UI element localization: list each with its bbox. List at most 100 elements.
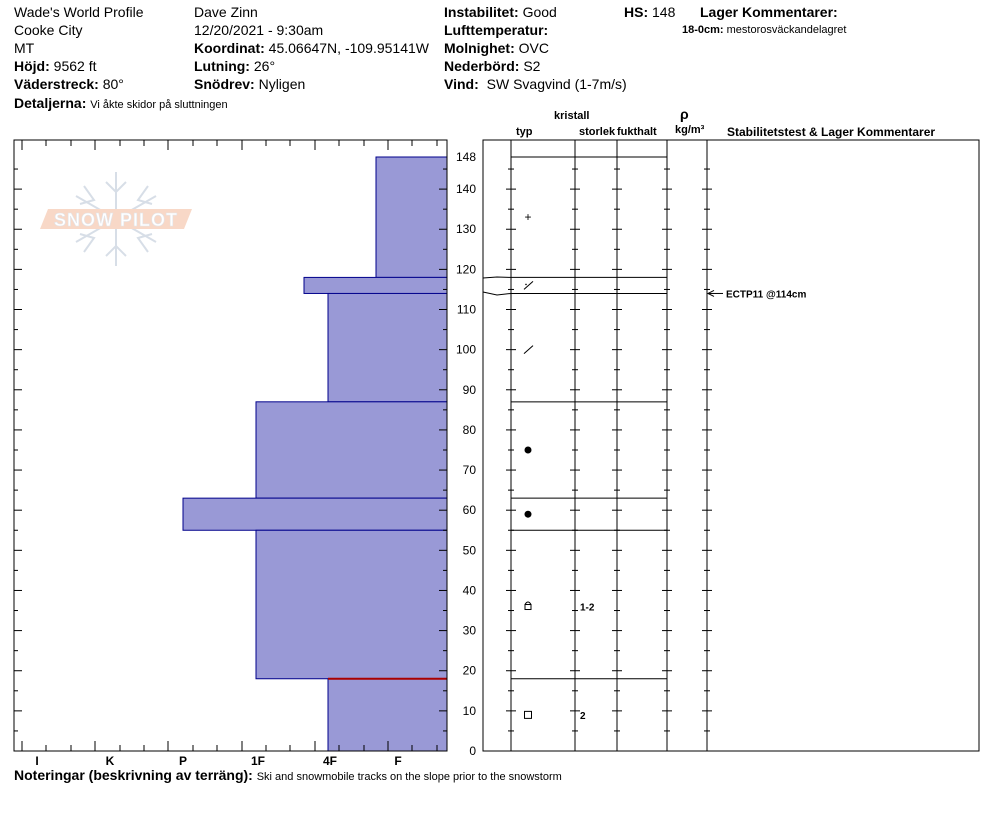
facet-box [524,604,532,611]
crystal-size-label: 2 [580,711,586,722]
airtemp-field: Lufttemperatur: [444,22,548,38]
precip-label: Nederbörd: [444,58,520,74]
depth-tick-label: 110 [457,303,476,317]
aspect-field: Väderstreck: 80° [14,76,124,92]
depth-tick-label: 120 [456,262,476,276]
depth-tick-label: 148 [456,150,476,164]
faceted-rounded-icon [524,601,532,611]
decomposing-fragments-icon [523,345,534,355]
precip-field: Nederbörd: S2 [444,58,540,74]
hs-field: HS: 148 [624,4,675,20]
details-field: Detaljerna: Vi åkte skidor på sluttninge… [14,95,228,112]
layer-connector [482,276,512,279]
drift-value: Nyligen [258,76,306,92]
wind-label: Vind: [444,76,479,92]
depth-tick-label: 70 [463,463,477,477]
chart-frame [13,139,448,752]
layer-bar [255,401,448,499]
stability-test-label: ECTP11 @114cm [726,289,806,300]
snowpilot-logo: SNOW PILOT [40,172,192,266]
rounded-grains-icon [524,510,532,518]
hardness-tick-label: F [394,754,401,768]
height-label: Höjd: [14,58,50,74]
details-label: Detaljerna: [14,95,87,111]
layer-table-frame [482,139,980,752]
depth-tick-label: 130 [456,222,476,236]
col-crystal: kristall [554,110,590,122]
coord-value: 45.06647N, -109.95141W [268,40,429,56]
col-size: storlek [579,126,616,138]
precip-value: S2 [523,58,541,74]
wind-field: Vind: SW Svagvind (1-7m/s) [444,76,627,92]
layer-bar [327,292,448,403]
depth-tick-label: 140 [456,182,476,196]
aspect-value: 80° [102,76,124,92]
details-value: Vi åkte skidor på sluttningen [90,99,228,111]
aspect-label: Väderstreck: [14,76,99,92]
cloud-value: OVC [518,40,549,56]
logo-banner [40,209,192,229]
slope-field: Lutning: 26° [194,58,275,74]
depth-tick-label: 60 [463,503,477,517]
profile-name: Wade's World Profile [14,4,144,20]
notes-text: Ski and snowmobile tracks on the slope p… [256,771,562,783]
col-moisture: fukthalt [617,126,657,138]
fragment-stroke [523,281,534,290]
hardness-tick-label: P [179,754,187,768]
layer-bar [255,529,448,680]
location: Cooke City [14,22,83,38]
cloud-field: Molnighet: OVC [444,40,549,56]
depth-tick-label: 80 [463,423,477,437]
layer-bar [375,156,448,278]
layer-bar [182,497,448,531]
notes-label: Noteringar (beskrivning av terräng): [14,767,253,783]
datetime: 12/20/2021 - 9:30am [194,22,324,38]
layer-bar [303,276,448,294]
col-rho: ρ [680,106,689,122]
drift-field: Snödrev: Nyligen [194,76,305,92]
crystal-size-label: 1-2 [580,603,595,614]
hardness-tick-label: K [106,754,115,768]
stability-field: Instabilitet: Good [444,4,557,20]
layer-comment-text: mestorosväckandelagret [726,24,847,36]
layer-connector [482,291,512,296]
layer-bar [327,678,448,752]
depth-tick-label: 20 [463,664,477,678]
layer-comment-range: 18-0cm: [682,24,724,36]
precipitation-particles-icon: + [524,210,531,224]
rounded-grains-icon [524,446,532,454]
stability-label: Instabilitet: [444,4,519,20]
layer-comment: 18-0cm: mestorosväckandelagret [682,24,846,37]
depth-tick-label: 50 [463,543,477,557]
depth-tick-label: 100 [456,343,476,357]
state: MT [14,40,35,56]
hardness-tick-label: 1F [251,754,265,768]
col-type: typ [516,126,533,138]
decomposing-fragments-icon [523,281,534,290]
hardness-tick-label: 4F [323,754,337,768]
wind-value: SW Svagvind (1-7m/s) [486,76,627,92]
depth-tick-label: 0 [469,744,476,758]
faceted-crystals-icon [524,710,532,719]
height-value: 9562 ft [53,58,97,74]
notes: Noteringar (beskrivning av terräng): Ski… [14,767,562,784]
depth-tick-label: 90 [463,383,477,397]
depth-tick-label: 30 [463,624,477,638]
col-density-unit: kg/m³ [675,124,705,136]
observer: Dave Zinn [194,4,258,20]
facet-arc [524,601,532,605]
hardness-tick-label: I [35,754,38,768]
fragment-dot [525,283,527,286]
coord-label: Koordinat: [194,40,265,56]
height-field: Höjd: 9562 ft [14,58,96,74]
hs-label: HS: [624,4,649,20]
slope-value: 26° [253,58,276,74]
logo-text: SNOW PILOT [54,210,178,230]
col-stability: Stabilitetstest & Lager Kommentarer [727,125,936,139]
drift-label: Snödrev: [194,76,255,92]
layer-comments-label: Lager Kommentarer: [700,4,838,20]
hs-value: 148 [652,4,676,20]
slope-label: Lutning: [194,58,250,74]
depth-tick-label: 40 [463,583,477,597]
